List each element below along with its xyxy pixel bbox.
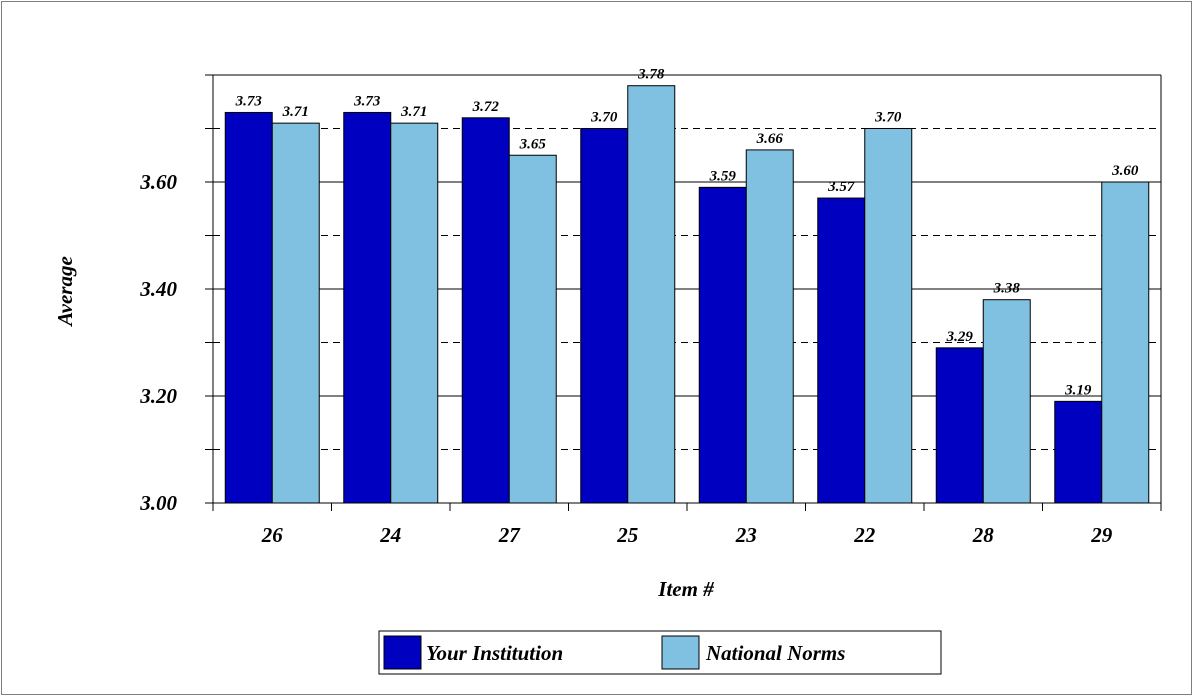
legend: Your Institution National Norms bbox=[378, 630, 942, 675]
x-tick-label: 27 bbox=[498, 523, 522, 547]
legend-box bbox=[378, 630, 942, 675]
data-label: 3.29 bbox=[946, 329, 974, 345]
y-tick-label: 3.00 bbox=[139, 491, 177, 515]
bar-national-norms-28 bbox=[982, 299, 1031, 504]
bar-your-institution-24 bbox=[343, 111, 392, 504]
legend-label-national-norms: National Norms bbox=[705, 641, 845, 665]
x-tick-label: 22 bbox=[853, 523, 876, 547]
legend-swatch-national-norms bbox=[661, 635, 700, 670]
y-tick-label: 3.20 bbox=[139, 384, 177, 408]
y-tick-label: 3.40 bbox=[139, 277, 177, 301]
data-label: 3.59 bbox=[709, 168, 737, 184]
bar-your-institution-28 bbox=[935, 347, 984, 504]
x-tick-label: 29 bbox=[1090, 523, 1113, 547]
y-tick-label: 3.60 bbox=[139, 170, 177, 194]
bar-national-norms-27 bbox=[508, 154, 557, 504]
x-tick-label: 26 bbox=[261, 523, 284, 547]
x-tick-label: 23 bbox=[735, 523, 757, 547]
data-label: 3.60 bbox=[1111, 163, 1139, 179]
bar-national-norms-23 bbox=[745, 149, 794, 504]
data-label: 3.66 bbox=[756, 131, 784, 147]
data-label: 3.71 bbox=[400, 104, 427, 120]
bar-your-institution-22 bbox=[817, 197, 866, 504]
bar-national-norms-24 bbox=[390, 122, 439, 504]
data-label: 3.73 bbox=[353, 93, 381, 109]
data-label: 3.38 bbox=[993, 281, 1021, 297]
x-tick-label: 25 bbox=[616, 523, 638, 547]
bar-national-norms-26 bbox=[271, 122, 320, 504]
y-axis-title: Average bbox=[53, 256, 77, 328]
data-label: 3.70 bbox=[874, 110, 902, 126]
data-label: 3.71 bbox=[282, 104, 309, 120]
x-tick-label: 28 bbox=[972, 523, 995, 547]
x-axis-title: Item # bbox=[657, 577, 714, 601]
data-label: 3.65 bbox=[519, 136, 547, 152]
data-label: 3.73 bbox=[235, 93, 263, 109]
legend-label-your-institution: Your Institution bbox=[426, 641, 563, 665]
data-label: 3.70 bbox=[590, 110, 618, 126]
data-label: 3.78 bbox=[637, 67, 665, 83]
bar-national-norms-25 bbox=[627, 85, 676, 504]
x-tick-label: 24 bbox=[379, 523, 401, 547]
bar-your-institution-27 bbox=[461, 117, 510, 504]
data-label: 3.57 bbox=[827, 179, 855, 195]
bar-your-institution-25 bbox=[580, 128, 629, 504]
bar-your-institution-29 bbox=[1054, 400, 1103, 504]
data-label: 3.19 bbox=[1064, 382, 1092, 398]
data-label: 3.72 bbox=[472, 99, 500, 115]
axes: 3.00 3.20 3.40 3.60 26 24 27 25 23 22 28 29 bbox=[139, 74, 1162, 547]
bar-your-institution-23 bbox=[698, 186, 747, 504]
data-labels: 3.73 3.71 3.73 3.71 3.72 3.65 3.70 3.78 3.59 3.66… bbox=[235, 67, 1139, 399]
legend-swatch-your-institution bbox=[383, 635, 422, 670]
bar-your-institution-26 bbox=[224, 111, 273, 504]
bar-national-norms-29 bbox=[1101, 181, 1150, 504]
bar-national-norms-22 bbox=[864, 128, 913, 504]
